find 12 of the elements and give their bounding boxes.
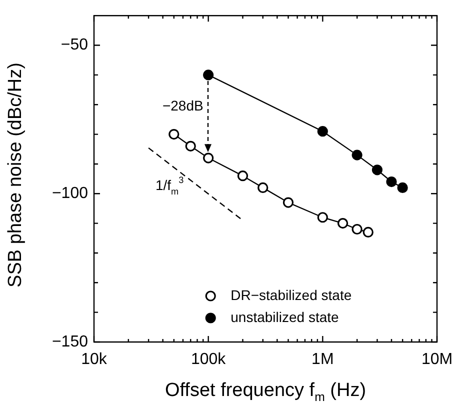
x-tick-label: 1M — [312, 351, 334, 368]
x-tick-label: 100k — [190, 351, 227, 368]
y-axis-title: SSB phase noise (dBc/Hz) — [5, 62, 27, 288]
legend-label: DR−stabilized state — [230, 286, 352, 303]
legend-label: unstabilized state — [230, 308, 340, 325]
y-tick-label: −50 — [60, 36, 88, 54]
annotation: −28dB — [162, 97, 204, 114]
y-tick-label: −150 — [52, 333, 88, 350]
y-tick-label: −100 — [52, 185, 88, 202]
x-axis-title: Offset frequency f$_{m}$ (Hz) — [164, 380, 368, 404]
x-tick-label: 10M — [421, 351, 453, 368]
x-tick-label: 10k — [81, 351, 108, 368]
